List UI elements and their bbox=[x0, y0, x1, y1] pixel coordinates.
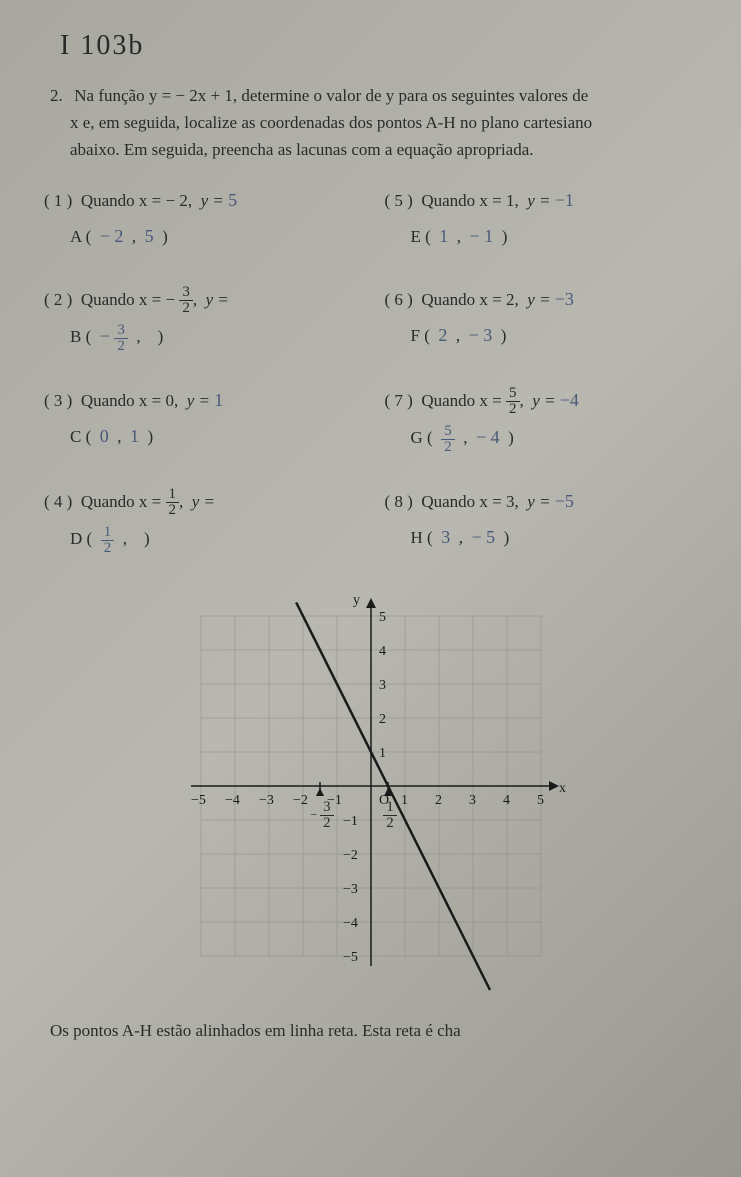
exercise-item: ( 1 ) Quando x = − 2, y = 5 A ( − 2 , 5 … bbox=[40, 184, 361, 253]
svg-text:−3: −3 bbox=[259, 793, 274, 808]
question-line2: x e, em seguida, localize as coordenadas… bbox=[70, 113, 592, 132]
svg-text:−4: −4 bbox=[225, 793, 240, 808]
svg-text:1: 1 bbox=[379, 746, 386, 761]
page-header: I 103b bbox=[60, 30, 701, 62]
svg-text:5: 5 bbox=[537, 793, 544, 808]
svg-text:3: 3 bbox=[469, 793, 476, 808]
svg-text:3: 3 bbox=[379, 678, 386, 693]
svg-text:−1: −1 bbox=[343, 814, 358, 829]
exercise-item: ( 5 ) Quando x = 1, y = −1 E ( 1 , − 1 ) bbox=[381, 184, 702, 253]
svg-text:−5: −5 bbox=[191, 793, 206, 808]
svg-text:y: y bbox=[353, 593, 360, 608]
question-text: 2. Na função y = − 2x + 1, determine o v… bbox=[40, 82, 701, 164]
svg-text:4: 4 bbox=[503, 793, 510, 808]
exercise-item: ( 6 ) Quando x = 2, y = −3 F ( 2 , − 3 ) bbox=[381, 283, 702, 354]
chart-svg: −5−4−3−2−112345−5−4−3−2−112345Oyx− 3212 bbox=[161, 576, 581, 996]
exercise-item: ( 2 ) Quando x = − 32, y = B ( − 32 , ) bbox=[40, 283, 361, 354]
question-line3: abaixo. Em seguida, preencha as lacunas … bbox=[70, 140, 534, 159]
svg-text:x: x bbox=[559, 781, 566, 796]
exercise-item: ( 7 ) Quando x = 52, y = −4 G ( 52 , − 4… bbox=[381, 384, 702, 455]
svg-text:−4: −4 bbox=[343, 916, 358, 931]
exercise-item: ( 4 ) Quando x = 12, y = D ( 12 , ) bbox=[40, 485, 361, 556]
question-number: 2. bbox=[50, 82, 70, 109]
exercise-item: ( 8 ) Quando x = 3, y = −5 H ( 3 , − 5 ) bbox=[381, 485, 702, 556]
svg-text:2: 2 bbox=[379, 712, 386, 727]
svg-text:−2: −2 bbox=[343, 848, 358, 863]
chart-container: −5−4−3−2−112345−5−4−3−2−112345Oyx− 3212 bbox=[40, 576, 701, 1001]
svg-text:2: 2 bbox=[435, 793, 442, 808]
svg-text:−3: −3 bbox=[343, 882, 358, 897]
svg-text:−5: −5 bbox=[343, 950, 358, 965]
svg-text:4: 4 bbox=[379, 644, 386, 659]
question-line1: Na função y = − 2x + 1, determine o valo… bbox=[74, 86, 588, 105]
exercise-item: ( 3 ) Quando x = 0, y = 1 C ( 0 , 1 ) bbox=[40, 384, 361, 455]
footer-text: Os pontos A-H estão alinhados em linha r… bbox=[40, 1021, 701, 1041]
svg-text:5: 5 bbox=[379, 610, 386, 625]
cartesian-plane: −5−4−3−2−112345−5−4−3−2−112345Oyx− 3212 bbox=[161, 576, 581, 1001]
items-grid: ( 1 ) Quando x = − 2, y = 5 A ( − 2 , 5 … bbox=[40, 184, 701, 556]
